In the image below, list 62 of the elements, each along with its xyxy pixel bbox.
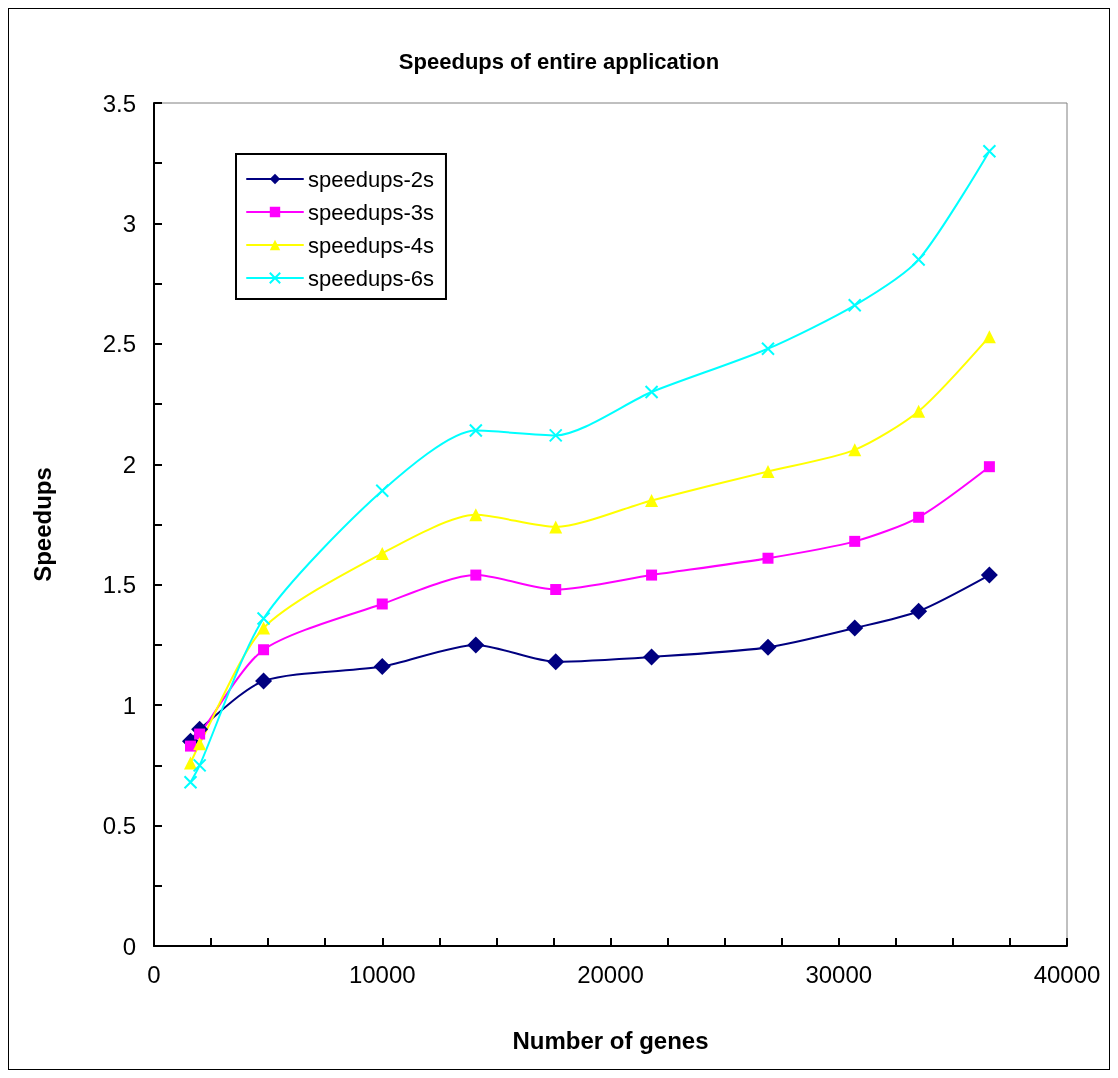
y-tick-label: 1 [122,691,136,719]
point [376,598,388,610]
point [980,566,998,584]
x-axis-title: Number of genes [512,1026,709,1054]
legend-label: speedups-6s [308,265,434,291]
point [646,569,658,581]
point [913,511,925,523]
point [185,740,197,752]
point [373,658,391,676]
point [183,775,198,790]
point [194,728,206,740]
point [193,737,207,751]
y-tick-label: 2.5 [102,330,136,358]
y-tick-label: 3.5 [102,89,136,117]
point [847,298,862,313]
point [470,569,482,581]
point [184,756,198,770]
point [912,404,926,418]
x-tick-label: 20000 [577,960,644,988]
point [645,493,659,507]
point [469,508,483,522]
point [761,465,775,479]
point [848,443,862,457]
point [375,546,389,560]
point [983,461,995,473]
point [759,638,777,656]
x-tick-label: 30000 [805,960,873,988]
point [255,672,273,690]
point [375,483,390,498]
y-tick-label: 0 [122,932,136,960]
point [643,648,661,666]
point [911,252,926,267]
point [467,636,485,654]
point [644,385,659,400]
point [982,144,997,159]
point [910,602,928,620]
point [760,341,775,356]
point [257,621,271,635]
point [846,619,864,637]
point [849,535,861,547]
x-tick-label: 0 [147,960,161,988]
point [549,520,563,534]
point [258,644,270,656]
point [982,330,996,344]
y-tick-label: 0.5 [102,812,136,840]
x-tick-label: 40000 [1033,960,1101,988]
y-tick-label: 1.5 [102,571,136,599]
point [762,552,774,564]
y-axis-title: Speedups [28,467,56,582]
legend-label: speedups-2s [308,166,434,192]
x-tick-label: 10000 [348,960,416,988]
legend-label: speedups-3s [308,199,434,225]
chart-title: Speedups of entire application [398,48,720,74]
point [468,423,483,438]
legend-label: speedups-4s [308,232,434,258]
point [550,584,562,596]
point [547,653,565,671]
y-tick-label: 2 [122,450,136,478]
point [548,428,563,443]
point [192,758,207,773]
y-tick-label: 3 [122,209,136,237]
point [256,611,271,626]
